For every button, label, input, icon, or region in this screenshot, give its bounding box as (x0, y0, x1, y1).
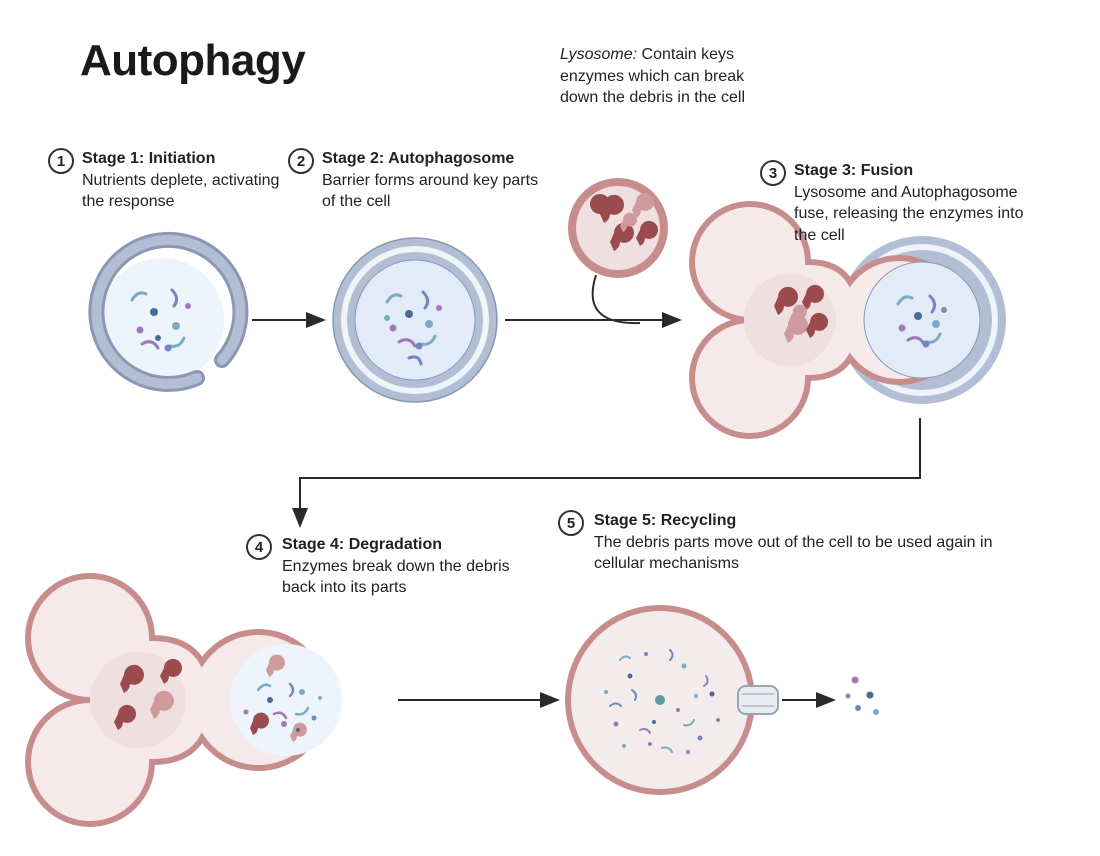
stage-label-3: Stage 3: Fusion Lysosome and Autophagoso… (794, 160, 1034, 246)
arrows (252, 275, 920, 700)
stage-badge-2: 2 (288, 148, 314, 174)
stage-badge-4: 4 (246, 534, 272, 560)
stage4-degradation (28, 576, 342, 824)
stage-badge-1: 1 (48, 148, 74, 174)
lysosome (568, 178, 668, 278)
free-debris (846, 677, 880, 716)
stage2-cell (333, 238, 497, 402)
page-title: Autophagy (80, 36, 305, 86)
stage-label-1: Stage 1: Initiation Nutrients deplete, a… (82, 148, 282, 213)
stage-label-2: Stage 2: Autophagosome Barrier forms aro… (322, 148, 542, 213)
diagram-canvas (0, 0, 1100, 856)
stage-label-5: Stage 5: Recycling The debris parts move… (594, 510, 1004, 575)
stage5-recycling (568, 608, 778, 792)
lysosome-label: Lysosome: Contain keys enzymes which can… (560, 44, 760, 109)
stage-badge-5: 5 (558, 510, 584, 536)
stage-label-4: Stage 4: Degradation Enzymes break down … (282, 534, 522, 599)
stage1-cell (96, 240, 240, 384)
stage-badge-3: 3 (760, 160, 786, 186)
